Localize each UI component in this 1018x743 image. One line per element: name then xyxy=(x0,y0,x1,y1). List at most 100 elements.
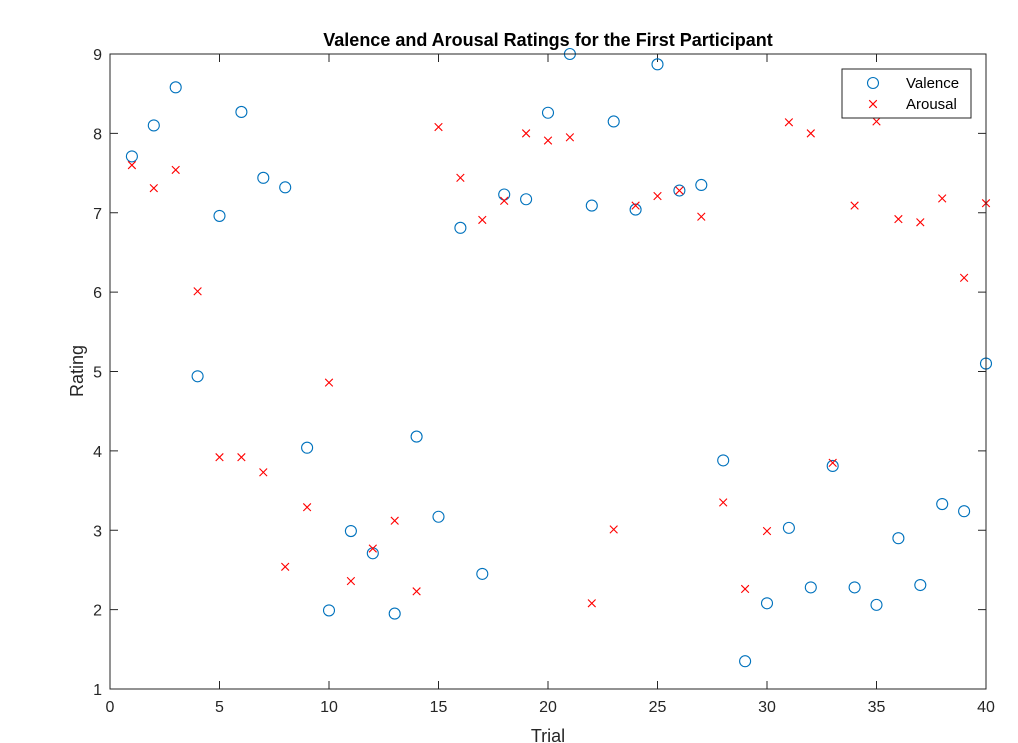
arousal-point xyxy=(302,503,312,512)
valence-point xyxy=(958,505,971,518)
y-tick-label: 2 xyxy=(93,603,102,620)
valence-point xyxy=(585,199,598,212)
x-tick-label: 15 xyxy=(430,699,448,716)
x-tick-label: 20 xyxy=(539,699,557,716)
arousal-point xyxy=(850,201,859,210)
arousal-point xyxy=(543,136,553,145)
valence-point xyxy=(191,370,204,383)
plot-area xyxy=(110,54,986,689)
arousal-point xyxy=(324,378,334,387)
x-tick-label: 30 xyxy=(758,699,776,716)
arousal-point xyxy=(171,165,180,175)
arousal-point xyxy=(149,183,158,193)
valence-point xyxy=(257,171,270,184)
x-axis-label: Trial xyxy=(531,726,565,743)
valence-point xyxy=(673,184,686,197)
valence-point xyxy=(717,454,730,467)
valence-point xyxy=(454,221,467,234)
x-tick-label: 40 xyxy=(977,699,995,716)
y-tick-label: 3 xyxy=(93,523,102,540)
valence-point xyxy=(629,203,642,216)
arousal-point xyxy=(127,160,137,170)
valence-point xyxy=(147,119,160,132)
legend: Valence Arousal xyxy=(841,68,972,119)
plot-frame xyxy=(109,53,987,690)
valence-point xyxy=(936,498,949,511)
valence-point xyxy=(125,150,138,163)
y-tick-label: 6 xyxy=(93,285,102,302)
valence-point xyxy=(804,581,817,594)
valence-point xyxy=(541,106,555,119)
arousal-point xyxy=(565,133,575,142)
x-tick-label: 5 xyxy=(215,699,224,716)
valence-point xyxy=(826,459,839,473)
legend-box xyxy=(841,68,972,119)
valence-point xyxy=(848,581,861,594)
y-tick-label: 1 xyxy=(93,682,102,699)
valence-point xyxy=(739,655,752,668)
arousal-point xyxy=(390,516,399,525)
arousal-point xyxy=(740,584,750,594)
valence-point xyxy=(169,81,182,94)
x-tick-label: 35 xyxy=(868,699,886,716)
valence-point xyxy=(498,188,511,201)
arousal-point xyxy=(894,214,903,224)
valence-point xyxy=(520,193,533,206)
valence-point xyxy=(432,510,445,523)
chart-title: Valence and Arousal Ratings for the Firs… xyxy=(323,30,772,50)
arousal-point xyxy=(828,458,837,467)
valence-point xyxy=(782,521,795,534)
arousal-point xyxy=(916,218,925,227)
valence-point xyxy=(301,441,314,454)
arousal-point xyxy=(215,453,224,462)
arousal-point xyxy=(587,599,596,608)
valence-point xyxy=(914,578,927,592)
valence-point xyxy=(892,532,905,545)
arousal-point xyxy=(237,453,246,462)
arousal-point xyxy=(806,129,815,138)
arousal-point xyxy=(938,194,947,203)
arousal-point xyxy=(719,498,728,507)
valence-point xyxy=(651,58,664,71)
arousal-point xyxy=(434,122,443,132)
valence-point xyxy=(476,567,489,580)
valence-point xyxy=(870,598,883,611)
valence-point xyxy=(607,115,620,128)
y-tick-label: 5 xyxy=(93,365,102,382)
legend-label-valence: Valence xyxy=(906,75,959,92)
arousal-point xyxy=(193,287,202,296)
y-tick-label: 8 xyxy=(93,126,102,143)
y-axis-label: Rating xyxy=(67,345,87,397)
arousal-point xyxy=(872,117,881,126)
x-tick-label: 25 xyxy=(649,699,667,716)
arousal-point xyxy=(346,576,356,586)
valence-point xyxy=(388,607,401,620)
legend-marker-valence xyxy=(866,76,880,90)
x-tick-label: 10 xyxy=(320,699,338,716)
arousal-point xyxy=(784,118,794,127)
valence-point xyxy=(235,105,248,118)
arousal-point xyxy=(456,173,465,183)
arousal-point xyxy=(259,468,268,477)
axis-ticks: 0 5 10 15 20 25 30 35 40 1 2 3 4 5 6 7 8 9 xyxy=(93,47,995,716)
valence-point xyxy=(322,604,336,617)
arousal-point xyxy=(631,201,640,210)
y-tick-label: 7 xyxy=(93,206,102,223)
arousal-point xyxy=(653,191,662,201)
arousal-point xyxy=(281,562,290,571)
valence-point xyxy=(279,181,292,194)
valence-point xyxy=(344,524,357,538)
arousal-point xyxy=(521,129,531,138)
y-tick-label: 4 xyxy=(93,444,102,461)
arousal-point xyxy=(412,587,421,596)
y-tick-label: 9 xyxy=(93,47,102,64)
valence-point xyxy=(695,178,708,192)
arousal-point xyxy=(478,215,487,225)
arousal-point xyxy=(368,544,377,553)
legend-label-arousal: Arousal xyxy=(906,96,957,113)
arousal-point xyxy=(609,525,618,534)
data-marks xyxy=(125,47,993,668)
arousal-point xyxy=(959,273,969,283)
x-tick-label: 0 xyxy=(106,699,115,716)
